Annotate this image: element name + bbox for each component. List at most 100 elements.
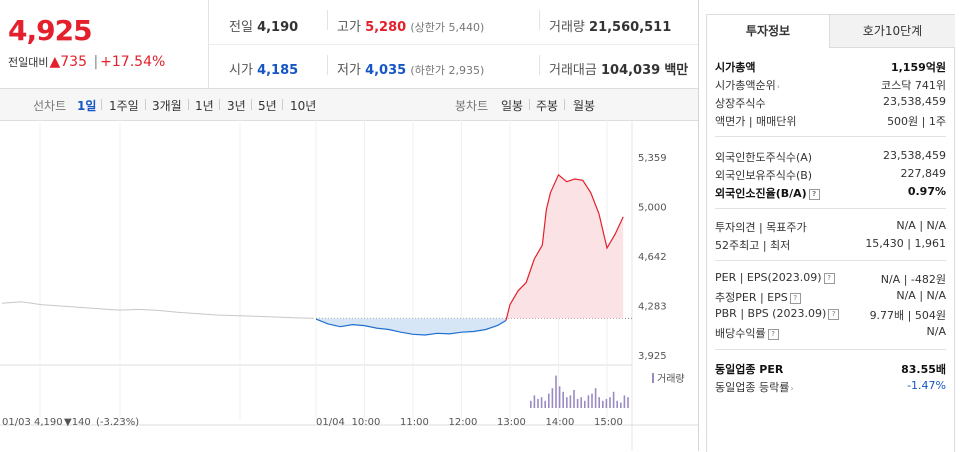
info-row: 외국인한도주식수(A) 23,538,459 (715, 149, 946, 166)
down-area (316, 318, 506, 335)
line-chart-label: 선차트 (33, 99, 67, 113)
volume-bar (555, 375, 557, 408)
trade-amount: 거래대금 104,039 백만 (549, 63, 689, 78)
tab-3y[interactable]: 3년 (227, 99, 246, 113)
x-tick-label: 01/03 (2, 417, 31, 428)
info-label: PER | EPS(2023.09)? (715, 271, 835, 284)
change-label: 전일대비 (8, 56, 49, 69)
y-tick-label: 4,642 (638, 252, 667, 263)
x-tick-label: 01/04 (316, 417, 345, 428)
current-price: 4,925 (8, 14, 93, 47)
volume-bar (558, 386, 561, 408)
info-label: 동일업종 등락률› (715, 381, 794, 394)
volume-bar (537, 399, 539, 408)
info-label: 시가총액순위› (715, 79, 780, 92)
volume-bar (569, 395, 572, 408)
volume-bar (627, 397, 629, 408)
help-icon[interactable]: ? (767, 329, 779, 340)
tab-1w[interactable]: 1주일 (109, 99, 139, 113)
volume-bar (544, 400, 546, 408)
chevron-right-icon[interactable]: › (790, 384, 794, 393)
info-label: 추정PER | EPS? (715, 289, 801, 305)
volume-bar (602, 400, 604, 408)
volume-bar (540, 397, 543, 408)
tab-10y[interactable]: 10년 (290, 99, 317, 113)
info-row: 외국인보유주식수(B) 227,849 (715, 167, 946, 184)
prev-close: 전일 4,190 (229, 20, 299, 35)
info-row: 액면가 | 매매단위 500원 | 1주 (715, 113, 946, 130)
volume-bar (612, 391, 615, 408)
tab-monthly[interactable]: 월봉 (573, 99, 596, 113)
volume-bar (587, 395, 590, 408)
x-tick-label: 14:00 (546, 417, 575, 428)
x-tick-label: 13:00 (497, 417, 526, 428)
candle-chart-label: 봉차트 (455, 99, 489, 113)
info-label: 외국인한도주식수(A) (715, 151, 813, 164)
info-row: 추정PER | EPS? N/A | N/A (715, 289, 946, 306)
prev-change-label: ▼140 (64, 417, 91, 428)
volume-bar (609, 397, 611, 408)
info-label: 배당수익률? (715, 325, 779, 341)
info-value: 23,538,459 (883, 149, 946, 162)
info-row: 시가총액 1,159억원 (715, 59, 946, 76)
x-tick-label: 11:00 (400, 417, 429, 428)
volume-bar (616, 400, 618, 408)
info-row: 외국인소진율(B/A)? 0.97% (715, 185, 946, 202)
info-row: 배당수익률? N/A (715, 325, 946, 342)
volume-bar (566, 397, 568, 408)
volume-bar (620, 402, 622, 408)
x-tick-label: 15:00 (594, 417, 623, 428)
info-row: 동일업종 등락률› -1.47% (715, 379, 946, 396)
volume-bar (605, 399, 608, 408)
info-value: N/A | N/A (896, 219, 946, 232)
tab-5y[interactable]: 5년 (258, 99, 277, 113)
info-value: 500원 | 1주 (887, 115, 946, 128)
info-row: PBR | BPS (2023.09)? 9.77배 | 504원 (715, 307, 946, 324)
y-tick-label: 5,000 (638, 203, 667, 214)
prev-change-pct: (-3.23%) (96, 417, 139, 428)
volume-legend-swatch (652, 373, 654, 383)
price-summary: 4,925 전일대비▲735 | +17.54% (0, 0, 209, 89)
tab-weekly[interactable]: 주봉 (536, 99, 559, 113)
tab-3m[interactable]: 3개월 (152, 99, 182, 113)
high-price: 고가 5,280 (상한가 5,440) (337, 20, 485, 35)
tab-1d[interactable]: 1일 (77, 99, 97, 113)
low-price: 저가 4,035 (하한가 2,935) (337, 63, 485, 78)
info-value: 23,538,459 (883, 95, 946, 108)
info-row: 투자의견 | 목표주가 N/A | N/A (715, 219, 946, 236)
info-value: N/A | N/A (896, 289, 946, 302)
x-tick-label: 10:00 (352, 417, 381, 428)
info-label: 외국인소진율(B/A)? (715, 185, 820, 201)
prev-close-label: 4,190 (34, 417, 63, 428)
info-label: 투자의견 | 목표주가 (715, 221, 807, 234)
volume: 거래량 21,560,511 (549, 20, 672, 35)
x-tick-label: 12:00 (449, 417, 478, 428)
volume-bar (576, 399, 579, 408)
chevron-right-icon[interactable]: › (776, 82, 780, 91)
tab-order-book[interactable]: 호가10단계 (829, 15, 955, 48)
tab-daily[interactable]: 일봉 (501, 99, 524, 113)
info-row: PER | EPS(2023.09)? N/A | -482원 (715, 271, 946, 288)
info-value: N/A (926, 325, 946, 338)
volume-bar (591, 393, 593, 408)
info-value: 227,849 (900, 167, 947, 180)
help-icon[interactable]: ? (808, 189, 820, 200)
volume-legend: 거래량 (657, 373, 685, 385)
info-label: 시가총액 (715, 61, 756, 74)
help-icon[interactable]: ? (823, 273, 835, 284)
tab-investment-info[interactable]: 투자정보 (707, 15, 829, 47)
info-row: 동일업종 PER 83.55배 (715, 361, 946, 378)
help-icon[interactable]: ? (789, 293, 801, 304)
info-label: 액면가 | 매매단위 (715, 115, 797, 128)
volume-bar (573, 390, 575, 408)
volume-bar (533, 395, 536, 408)
volume-bar (551, 388, 554, 408)
info-value: -1.47% (907, 379, 946, 392)
volume-bar (580, 397, 582, 408)
help-icon[interactable]: ? (828, 309, 840, 320)
info-row: 상장주식수 23,538,459 (715, 95, 946, 112)
volume-bar (623, 395, 626, 408)
info-value: 코스닥 741위 (881, 79, 946, 92)
tab-1y[interactable]: 1년 (195, 99, 214, 113)
